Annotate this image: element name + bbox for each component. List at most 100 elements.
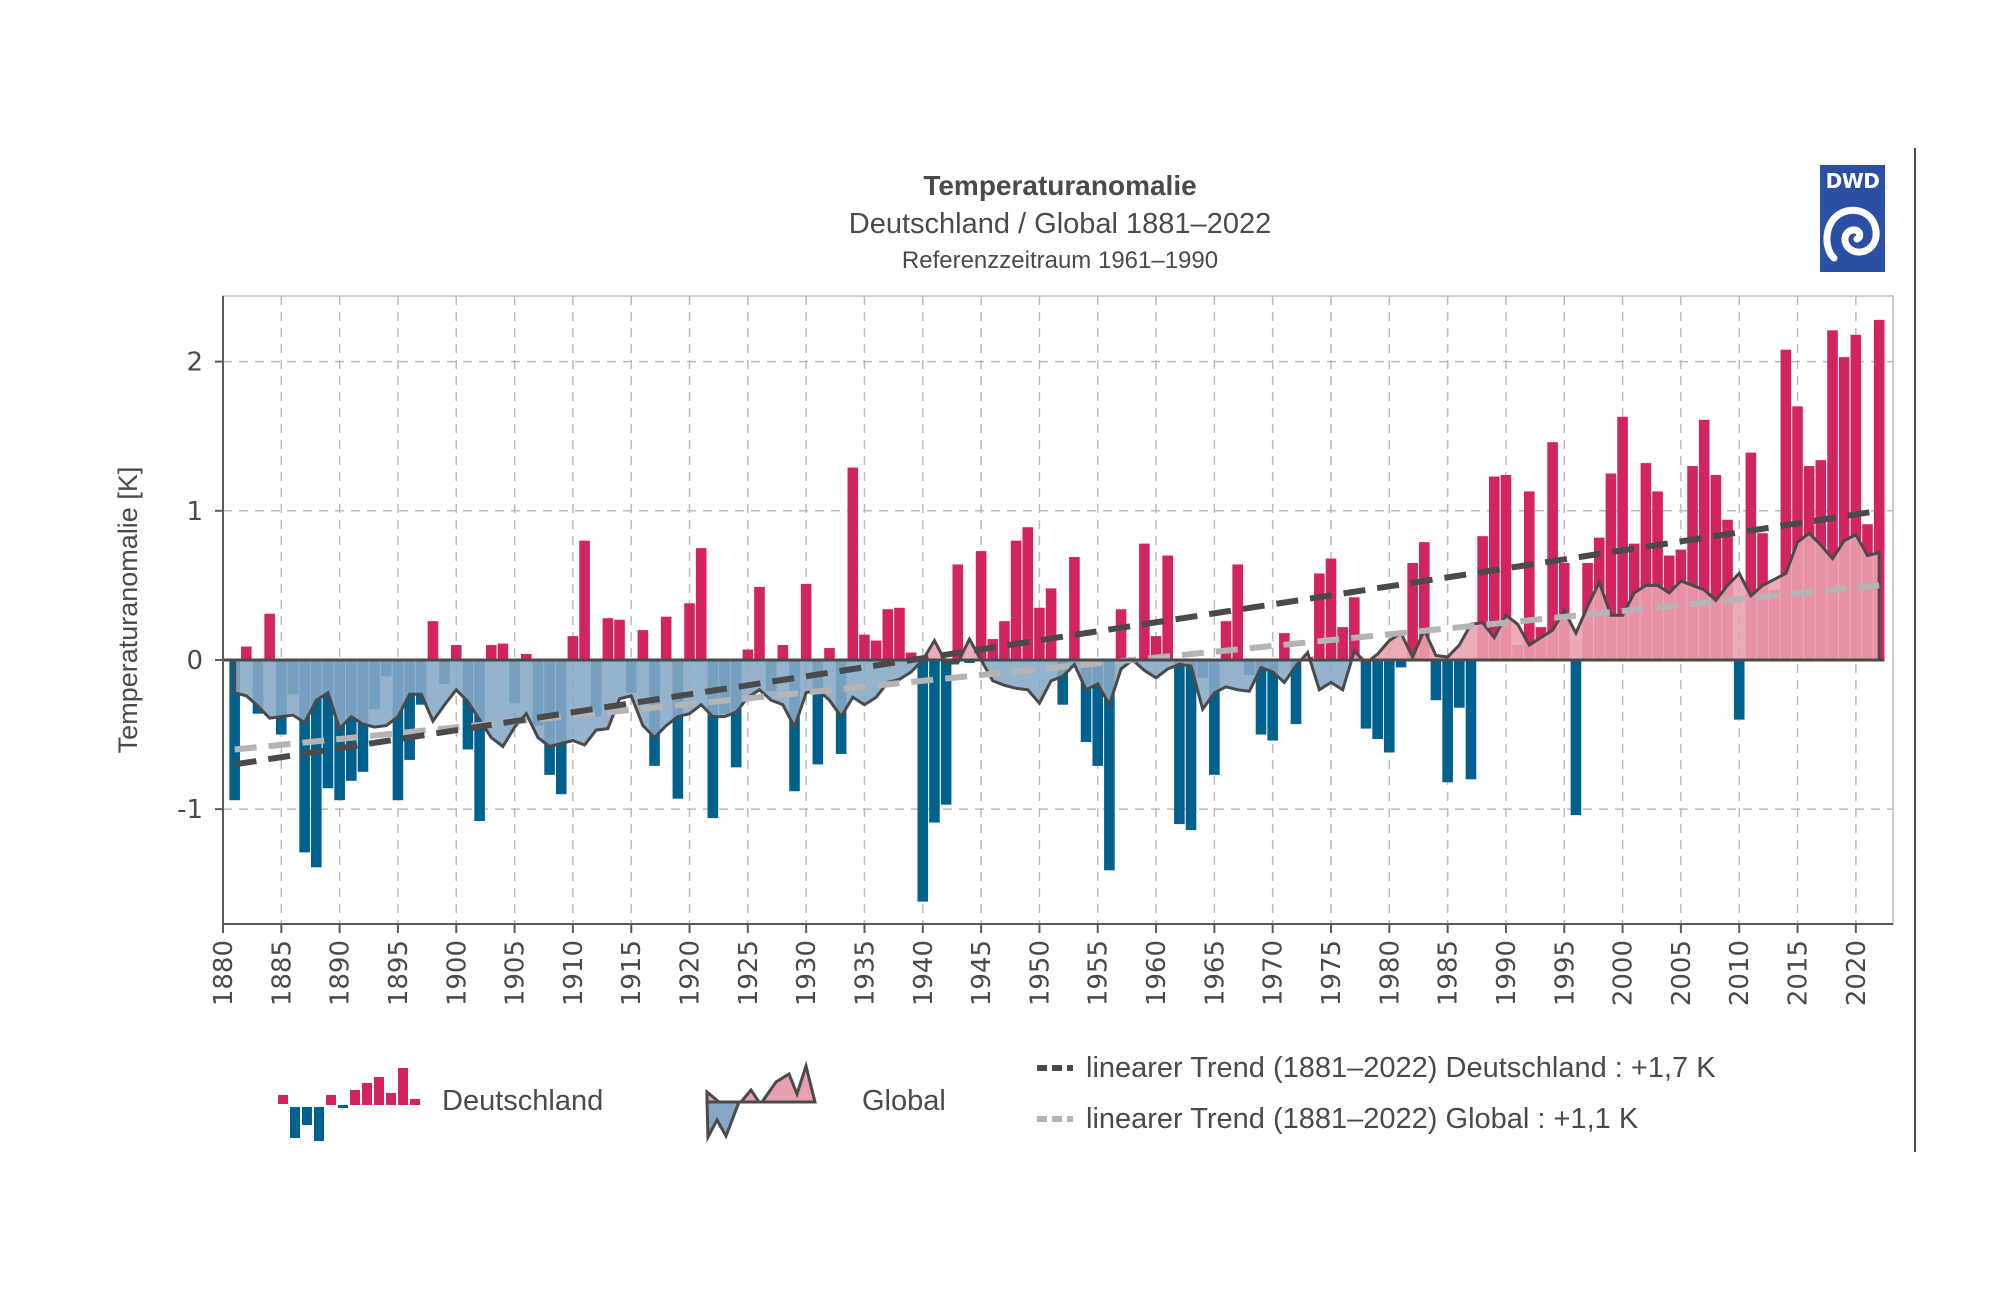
bar-1951 [1045, 588, 1057, 660]
bar-1896 [404, 659, 415, 760]
right-separator-line [1914, 148, 1916, 1152]
bar-1985 [1442, 659, 1453, 783]
bar-1965 [1209, 659, 1220, 775]
bar-1925 [742, 649, 754, 660]
bar-1943 [952, 564, 964, 660]
bar-2011 [1745, 452, 1757, 660]
bar-1891 [345, 659, 357, 781]
bar-1939 [905, 652, 917, 660]
bar-1978 [1360, 659, 1372, 729]
bar-1983 [1419, 542, 1430, 660]
x-tick-label: 2000 [1609, 940, 1639, 1006]
bar-1888 [311, 659, 322, 868]
bar-1916 [637, 630, 649, 660]
bar-1901 [462, 659, 474, 750]
bar-1999 [1605, 473, 1617, 660]
x-tick-label: 1885 [267, 940, 297, 1006]
legend-label-trend-global: linearer Trend (1881–2022) Global : +1,1… [1086, 1103, 1639, 1135]
bar-2015 [1792, 406, 1803, 660]
bar-1881 [229, 659, 240, 801]
bar-2006 [1687, 466, 1698, 660]
bar-1898 [427, 621, 439, 660]
bar-1900 [450, 645, 462, 660]
bar-2002 [1640, 463, 1652, 660]
bar-1954 [1080, 659, 1092, 743]
spiral-icon [1823, 206, 1880, 262]
x-tick-label: 2005 [1667, 940, 1697, 1006]
bar-1950 [1034, 607, 1045, 660]
bar-1996 [1570, 659, 1582, 816]
bar-2019 [1838, 357, 1850, 660]
x-tick-label: 1980 [1375, 940, 1405, 1006]
x-tick-label: 1990 [1492, 940, 1522, 1006]
x-tick-label: 1925 [734, 940, 764, 1006]
y-tick-label: -1 [177, 795, 203, 825]
bar-1945 [975, 551, 987, 660]
legend-label-trend-de: linearer Trend (1881–2022) Deutschland :… [1086, 1052, 1716, 1084]
x-tick-label: 1905 [501, 940, 531, 1006]
bar-2003 [1652, 491, 1663, 660]
bar-2008 [1710, 475, 1722, 660]
bar-1921 [695, 548, 707, 660]
x-tick-label: 1950 [1025, 940, 1055, 1006]
bar-1938 [894, 607, 905, 660]
global-area [233, 531, 1881, 749]
bar-1956 [1104, 659, 1115, 871]
bar-1904 [497, 643, 509, 660]
legend-deutschland-swatch [278, 1068, 420, 1141]
x-tick-label: 1945 [967, 940, 997, 1006]
dwd-logo: DWD [1820, 165, 1885, 272]
x-tick-label: 1935 [850, 940, 880, 1006]
x-tick-label: 1955 [1084, 940, 1114, 1006]
bar-2000 [1617, 416, 1628, 660]
bar-1902 [474, 659, 485, 822]
bar-1882 [241, 646, 252, 660]
x-tick-label: 2010 [1725, 940, 1755, 1006]
bar-1889 [322, 659, 334, 789]
bar-1976 [1337, 627, 1348, 660]
bar-1903 [485, 645, 497, 660]
bar-1972 [1290, 659, 1302, 725]
bar-1990 [1500, 475, 1512, 660]
legend-label-deutschland: Deutschland [442, 1085, 604, 1117]
x-tick-label: 1960 [1142, 940, 1172, 1006]
bar-2022 [1873, 319, 1885, 660]
bar-1895 [392, 659, 404, 801]
bar-1932 [824, 648, 835, 660]
bar-1910 [567, 636, 579, 660]
bar-1955 [1092, 659, 1104, 766]
bar-1984 [1430, 659, 1442, 701]
x-tick-label: 1895 [384, 940, 414, 1006]
bar-1953 [1069, 557, 1080, 660]
bar-2020 [1850, 334, 1862, 660]
bar-1918 [660, 616, 672, 660]
bar-1977 [1349, 597, 1360, 660]
x-tick-label: 2020 [1842, 940, 1872, 1006]
bar-1940 [917, 659, 929, 902]
global-area-positive [234, 533, 1880, 660]
dwd-logo-text: DWD [1825, 169, 1880, 193]
bar-1994 [1547, 442, 1558, 660]
bar-1974 [1314, 573, 1325, 660]
bar-1928 [777, 645, 789, 660]
x-tick-label: 1970 [1259, 940, 1289, 1006]
x-tick-label: 1890 [326, 940, 356, 1006]
bar-1981 [1395, 659, 1407, 668]
x-tick-label: 1965 [1200, 940, 1230, 1006]
bar-1979 [1372, 659, 1383, 740]
bar-1987 [1465, 659, 1477, 780]
bar-1948 [1010, 540, 1022, 660]
chart-title-block: Temperaturanomalie Deutschland / Global … [0, 172, 2000, 273]
bar-1913 [602, 618, 614, 660]
bar-2007 [1698, 419, 1710, 660]
bar-1919 [672, 659, 684, 799]
bar-1986 [1453, 659, 1465, 708]
bar-1906 [520, 654, 532, 660]
bar-1982 [1407, 563, 1418, 660]
chart-title: Temperaturanomalie [923, 170, 1197, 201]
x-tick-label: 1975 [1317, 940, 1347, 1006]
bar-2018 [1827, 330, 1838, 660]
bar-1949 [1022, 527, 1034, 660]
bar-1884 [264, 613, 275, 660]
